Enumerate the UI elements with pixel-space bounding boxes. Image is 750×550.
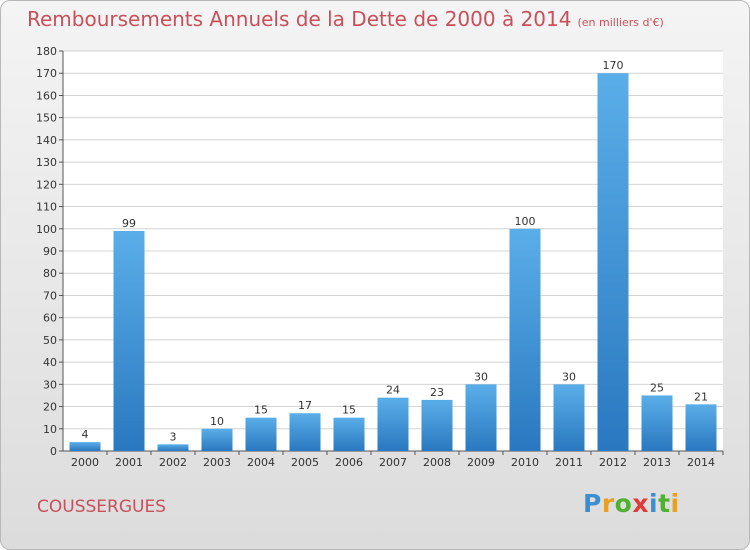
bar-value-label: 4: [82, 428, 89, 441]
x-tick-label: 2003: [203, 456, 231, 469]
bar: [685, 404, 717, 451]
bar-value-label: 25: [650, 381, 664, 394]
x-tick-label: 2012: [599, 456, 627, 469]
bar: [157, 444, 189, 451]
y-tick-label: 130: [36, 156, 57, 169]
y-tick-label: 90: [43, 245, 57, 258]
y-tick-label: 140: [36, 134, 57, 147]
y-tick-label: 60: [43, 312, 57, 325]
place-name: COUSSERGUES: [37, 497, 166, 517]
x-tick-label: 2010: [511, 456, 539, 469]
bar-value-label: 170: [603, 59, 624, 72]
y-tick-label: 110: [36, 201, 57, 214]
bar: [69, 442, 101, 451]
x-tick-label: 2004: [247, 456, 275, 469]
bar: [465, 384, 497, 451]
bar-value-label: 23: [430, 386, 444, 399]
y-tick-label: 150: [36, 112, 57, 125]
y-tick-label: 180: [36, 45, 57, 58]
bar: [641, 395, 673, 451]
bar-value-label: 15: [342, 404, 356, 417]
bar-value-label: 24: [386, 384, 400, 397]
x-tick-label: 2009: [467, 456, 495, 469]
y-tick-label: 20: [43, 401, 57, 414]
chart-title: Remboursements Annuels de la Dette de 20…: [27, 7, 664, 31]
x-tick-label: 2014: [687, 456, 715, 469]
bar-value-label: 30: [474, 370, 488, 383]
y-tick-label: 170: [36, 67, 57, 80]
bar: [113, 231, 145, 451]
chart-title-text: Remboursements Annuels de la Dette de 20…: [27, 7, 572, 31]
bar: [597, 73, 629, 451]
proxiti-logo: Proxiti: [583, 489, 680, 518]
y-tick-label: 40: [43, 356, 57, 369]
y-tick-label: 50: [43, 334, 57, 347]
bar: [333, 417, 365, 451]
bar-value-label: 10: [210, 415, 224, 428]
bar: [377, 397, 409, 451]
x-tick-label: 2006: [335, 456, 363, 469]
x-tick-label: 2002: [159, 456, 187, 469]
bar: [201, 428, 233, 451]
bar-value-label: 17: [298, 399, 312, 412]
x-tick-label: 2013: [643, 456, 671, 469]
bar-value-label: 21: [694, 390, 708, 403]
bar-value-label: 100: [515, 215, 536, 228]
bar-value-label: 30: [562, 370, 576, 383]
y-tick-label: 30: [43, 378, 57, 391]
y-tick-label: 120: [36, 178, 57, 191]
x-tick-label: 2005: [291, 456, 319, 469]
y-tick-label: 0: [50, 445, 57, 458]
bar: [245, 417, 277, 451]
bar-value-label: 15: [254, 404, 268, 417]
y-tick-label: 70: [43, 289, 57, 302]
bar: [421, 399, 453, 451]
x-tick-label: 2001: [115, 456, 143, 469]
y-tick-label: 160: [36, 89, 57, 102]
x-tick-label: 2011: [555, 456, 583, 469]
chart-subtitle: (en milliers d'€): [577, 16, 664, 29]
bar-value-label: 3: [170, 430, 177, 443]
x-tick-label: 2007: [379, 456, 407, 469]
bar: [289, 413, 321, 451]
y-tick-label: 100: [36, 223, 57, 236]
bar: [553, 384, 585, 451]
bar-value-label: 99: [122, 217, 136, 230]
x-tick-label: 2008: [423, 456, 451, 469]
x-tick-label: 2000: [71, 456, 99, 469]
y-tick-label: 10: [43, 423, 57, 436]
bar: [509, 228, 541, 451]
y-tick-label: 80: [43, 267, 57, 280]
